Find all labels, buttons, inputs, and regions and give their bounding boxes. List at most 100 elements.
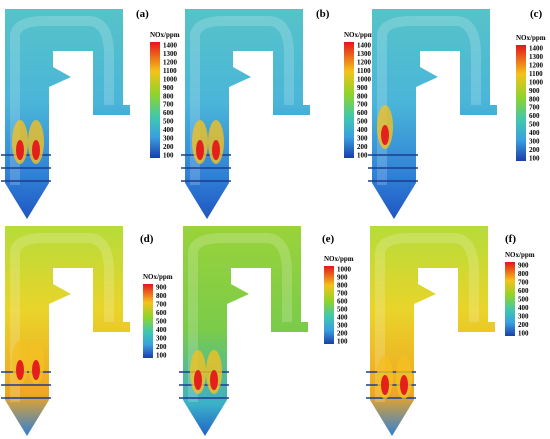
colorbar-tick-label: 800: [518, 270, 529, 278]
colorbar-tick-label: 1200: [357, 58, 372, 66]
colorbar-tick-label: 100: [529, 155, 540, 163]
colorbar-tick-label: 200: [337, 330, 348, 338]
boiler: [1, 226, 130, 436]
colorbar-tick-label: 1300: [163, 50, 178, 58]
boiler-field: [5, 9, 130, 219]
panel-label: (a): [136, 8, 149, 20]
colorbar-tick-label: 700: [337, 290, 348, 298]
colorbar-tick-label: 1000: [337, 266, 352, 274]
flame-core: [212, 140, 220, 160]
colorbar-tick-label: 100: [163, 152, 174, 160]
panel-label: (e): [322, 233, 335, 245]
colorbar-tick-label: 200: [357, 143, 368, 151]
colorbar-tick-label: 300: [156, 335, 167, 343]
colorbar-tick-label: 800: [163, 92, 174, 100]
colorbar-tick-label: 900: [337, 274, 348, 282]
colorbar-tick-label: 1400: [529, 45, 544, 53]
flow-band: [10, 233, 114, 402]
flow-band: [377, 16, 481, 185]
colorbar-title: NOx/ppm: [150, 31, 180, 39]
flame-core: [16, 360, 24, 380]
panel-label: (f): [505, 233, 516, 245]
colorbar-tick-label: 1000: [357, 75, 372, 83]
colorbar-title: NOx/ppm: [324, 255, 354, 263]
colorbar-tick-label: 900: [163, 84, 174, 92]
colorbar-title: NOx/ppm: [505, 251, 535, 259]
colorbar-tick-label: 400: [529, 129, 540, 137]
colorbar-tick-label: 100: [518, 330, 529, 338]
boiler: [179, 226, 308, 436]
colorbar-tick-label: 500: [357, 118, 368, 126]
colorbar-tick-label: 600: [337, 298, 348, 306]
colorbar-tick-label: 500: [529, 121, 540, 129]
flow-band: [375, 233, 479, 402]
flame-core: [381, 125, 389, 145]
colorbar-tick-label: 500: [337, 306, 348, 314]
colorbar: [324, 266, 334, 344]
colorbar-tick-label: 700: [156, 301, 167, 309]
panel: (a) NOx/ppm 140013001200110010009008007006…: [1, 8, 180, 219]
flow-band: [190, 16, 294, 185]
colorbar-tick-label: 1100: [163, 67, 177, 75]
colorbar-tick-label: 700: [529, 104, 540, 112]
colorbar: [505, 262, 515, 336]
colorbar-tick-label: 100: [337, 338, 348, 346]
colorbar-tick-label: 600: [163, 109, 174, 117]
colorbar-tick-label: 1000: [529, 78, 544, 86]
colorbar-tick-label: 800: [357, 92, 368, 100]
flame-core: [194, 370, 202, 390]
panel: (e) NOx/ppm 100090080070060050040030020010…: [179, 226, 354, 436]
flow-band: [188, 233, 292, 402]
colorbar-tick-label: 200: [518, 321, 529, 329]
colorbar-tick-label: 1400: [357, 42, 372, 50]
flame-core: [196, 140, 204, 160]
colorbar-tick-label: 300: [163, 135, 174, 143]
colorbar-tick-label: 500: [156, 318, 167, 326]
colorbar-title: NOx/ppm: [143, 273, 173, 281]
flame-core: [16, 140, 24, 160]
boiler: [181, 9, 310, 219]
colorbar-tick-label: 900: [518, 262, 529, 270]
colorbar-tick-label: 600: [518, 287, 529, 295]
colorbar-tick-label: 600: [156, 309, 167, 317]
colorbar-tick-label: 1400: [163, 42, 178, 50]
colorbar-tick-label: 600: [357, 109, 368, 117]
colorbar-title: NOx/ppm: [344, 31, 374, 39]
boiler: [1, 9, 130, 219]
colorbar: [143, 284, 153, 358]
colorbar-tick-label: 400: [163, 126, 174, 134]
colorbar-tick-label: 900: [156, 284, 167, 292]
colorbar-tick-label: 500: [518, 296, 529, 304]
colorbar-tick-label: 1200: [163, 58, 178, 66]
colorbar-tick-label: 300: [337, 322, 348, 330]
colorbar-tick-label: 800: [529, 95, 540, 103]
colorbar-tick-label: 200: [163, 143, 174, 151]
colorbar-tick-label: 1300: [529, 53, 544, 61]
panel-label: (d): [140, 233, 154, 245]
panel: (c) NOx/ppm 140013001200110010009008007006…: [368, 8, 546, 219]
colorbar-tick-label: 400: [156, 326, 167, 334]
colorbar-tick-label: 500: [163, 118, 174, 126]
boiler: [368, 9, 497, 219]
colorbar-tick-label: 300: [357, 135, 368, 143]
colorbar-tick-label: 100: [156, 352, 167, 360]
flame-core: [210, 370, 218, 390]
colorbar-tick-label: 700: [518, 279, 529, 287]
flame-core: [32, 360, 40, 380]
colorbar-tick-label: 600: [529, 112, 540, 120]
colorbar-tick-label: 200: [529, 146, 540, 154]
colorbar-tick-label: 400: [357, 126, 368, 134]
colorbar-tick-label: 900: [357, 84, 368, 92]
panel-label: (c): [530, 8, 543, 20]
colorbar: [344, 42, 354, 158]
colorbar-tick-label: 100: [357, 152, 368, 160]
colorbar-tick-label: 900: [529, 87, 540, 95]
colorbar: [516, 45, 526, 161]
colorbar-tick-label: 700: [357, 101, 368, 109]
flame-core: [32, 140, 40, 160]
flow-band: [10, 16, 114, 185]
boiler: [366, 226, 495, 436]
colorbar-tick-label: 300: [518, 313, 529, 321]
